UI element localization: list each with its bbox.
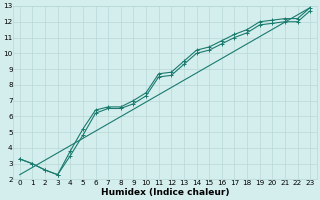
X-axis label: Humidex (Indice chaleur): Humidex (Indice chaleur)	[101, 188, 229, 197]
